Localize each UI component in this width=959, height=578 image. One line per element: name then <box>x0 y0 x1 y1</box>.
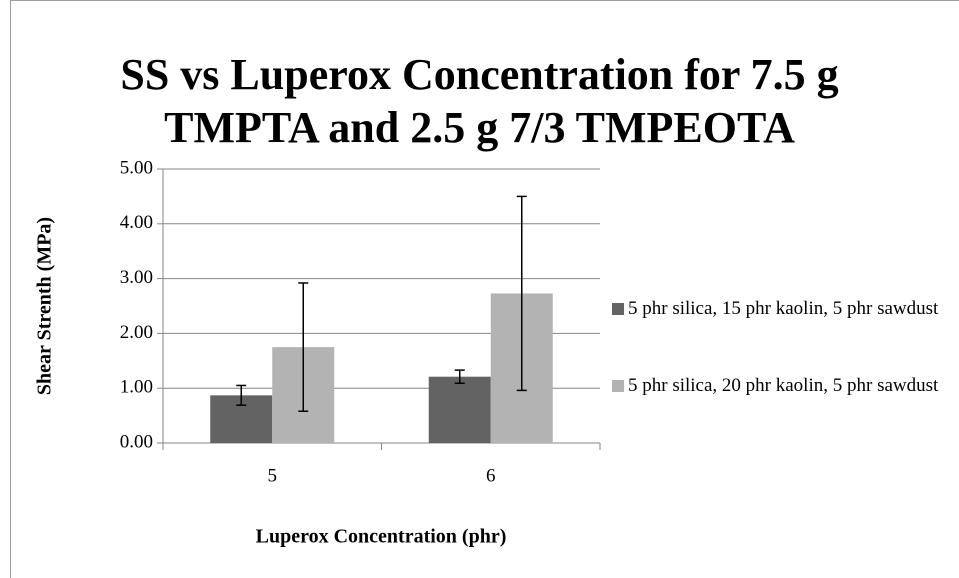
y-tick-label: 0.00 <box>120 431 153 452</box>
y-tick-label: 5.00 <box>120 157 153 178</box>
chart-border <box>10 0 959 578</box>
y-tick-label: 4.00 <box>120 212 153 233</box>
chart-title-box: SS vs Luperox Concentration for 7.5 g TM… <box>0 48 959 154</box>
y-axis-label: Shear Strenth (MPa) <box>34 217 56 395</box>
x-tick-label: 5 <box>268 465 278 486</box>
legend-label: 5 phr silica, 15 phr kaolin, 5 phr sawdu… <box>628 298 939 319</box>
error-bar <box>236 384 247 406</box>
legend-swatch <box>612 380 624 392</box>
y-tick-label: 1.00 <box>120 377 153 398</box>
legend-entry: 5 phr silica, 15 phr kaolin, 5 phr sawdu… <box>612 297 952 321</box>
legend-label: 5 phr silica, 20 phr kaolin, 5 phr sawdu… <box>628 375 939 396</box>
x-axis-label: Luperox Concentration (phr) <box>256 526 507 548</box>
legend-entry: 5 phr silica, 20 phr kaolin, 5 phr sawdu… <box>612 374 952 398</box>
x-tick-label: 6 <box>486 465 496 486</box>
error-bar <box>454 369 465 385</box>
error-bar <box>298 282 309 412</box>
bar <box>428 376 491 443</box>
legend-swatch <box>612 303 624 315</box>
y-tick-label: 3.00 <box>120 267 153 288</box>
y-tick-label: 2.00 <box>120 322 153 343</box>
chart-title: SS vs Luperox Concentration for 7.5 g TM… <box>120 50 839 152</box>
error-bar <box>516 195 527 392</box>
